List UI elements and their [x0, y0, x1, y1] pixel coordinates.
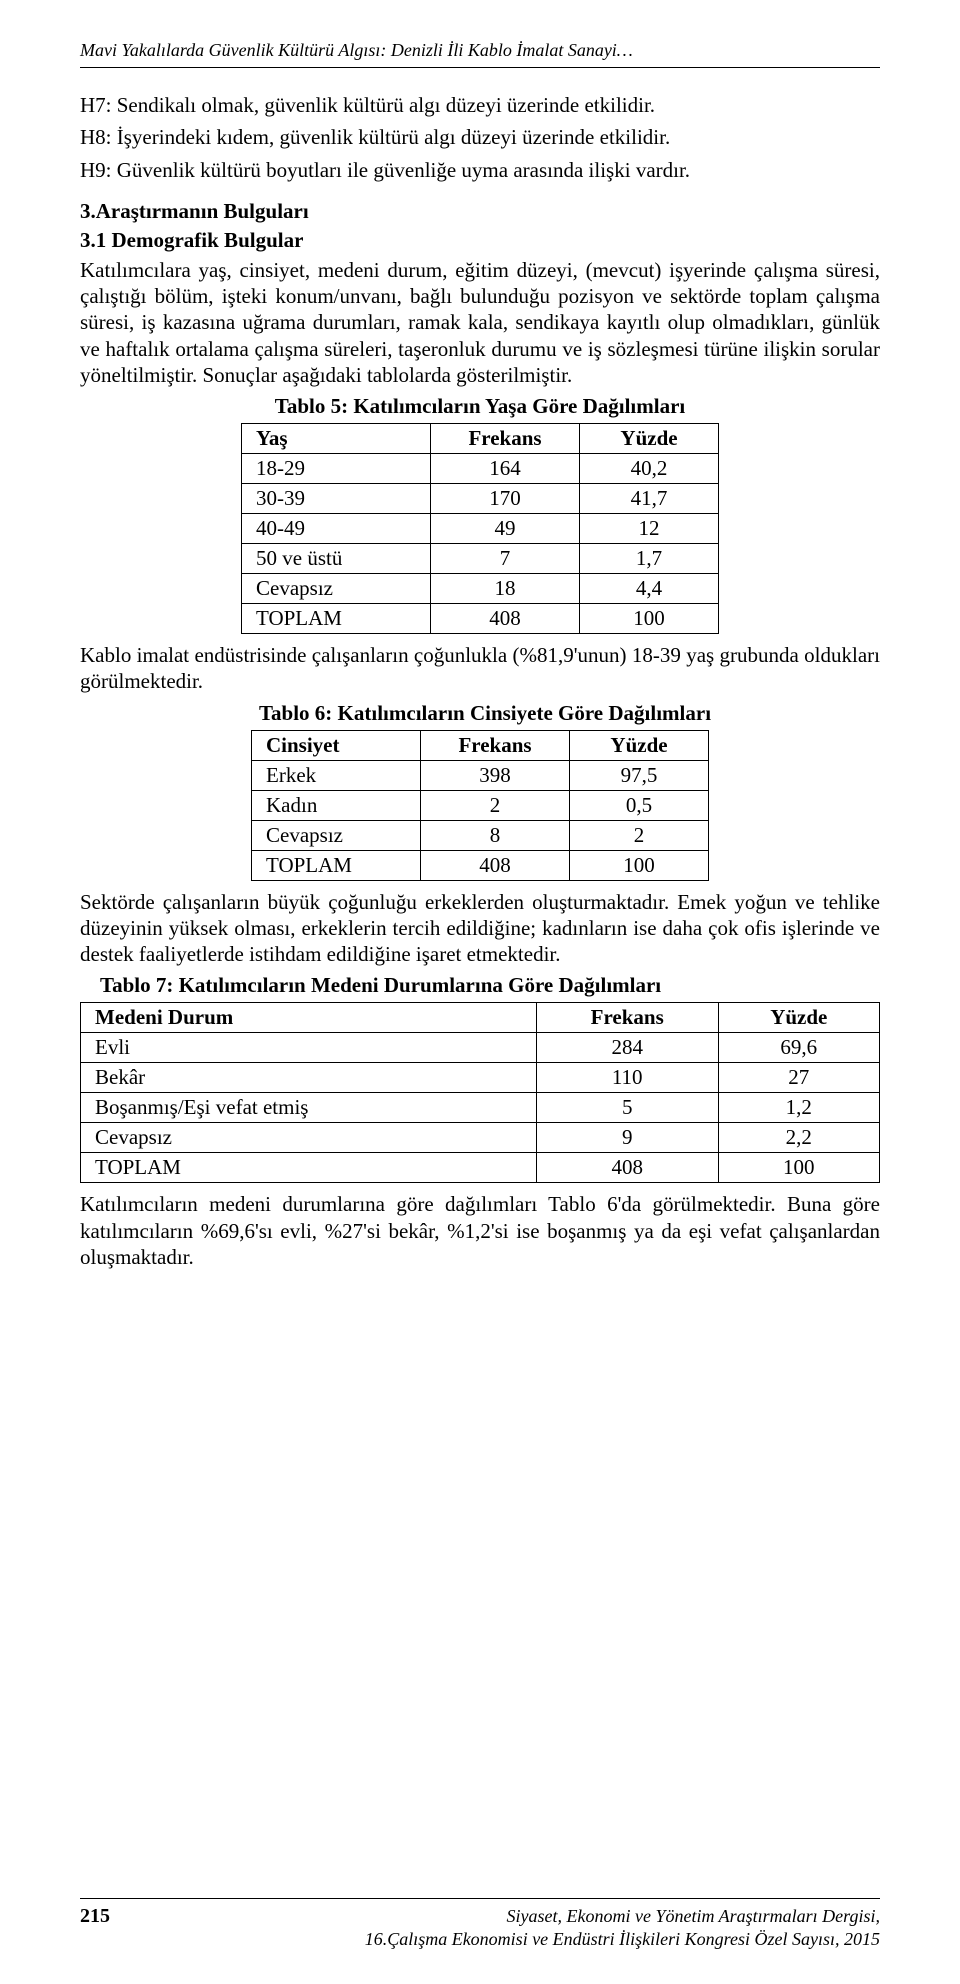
table-cell: 2,2: [718, 1123, 879, 1153]
table-header-cell: Yüzde: [580, 424, 719, 454]
table-cell: 100: [718, 1153, 879, 1183]
footer-rule: [80, 1898, 880, 1899]
table-cell: Cevapsız: [242, 574, 431, 604]
table-cell: 0,5: [570, 790, 709, 820]
document-page: Mavi Yakalılarda Güvenlik Kültürü Algısı…: [0, 0, 960, 1984]
table-cell: 408: [536, 1153, 718, 1183]
header-rule: [80, 67, 880, 68]
table-cell: TOPLAM: [242, 604, 431, 634]
table-row: TOPLAM 408 100: [252, 850, 709, 880]
table-header-cell: Cinsiyet: [252, 730, 421, 760]
table-5: Yaş Frekans Yüzde 18-29 164 40,2 30-39 1…: [241, 423, 719, 634]
table-cell: Cevapsız: [252, 820, 421, 850]
footer-journal-line1: Siyaset, Ekonomi ve Yönetim Araştırmalar…: [507, 1906, 880, 1926]
table-cell: 2: [421, 790, 570, 820]
page-number: 215: [80, 1905, 110, 1950]
section-3-1-title: 3.1 Demografik Bulgular: [80, 228, 880, 253]
table-row: Yaş Frekans Yüzde: [242, 424, 719, 454]
section-3-1-text: Katılımcılara yaş, cinsiyet, medeni duru…: [80, 257, 880, 388]
table-cell: 5: [536, 1093, 718, 1123]
table-row: Boşanmış/Eşi vefat etmiş 5 1,2: [81, 1093, 880, 1123]
footer-journal: Siyaset, Ekonomi ve Yönetim Araştırmalar…: [365, 1905, 880, 1950]
table-row: 30-39 170 41,7: [242, 484, 719, 514]
table-cell: 40,2: [580, 454, 719, 484]
table-header-cell: Frekans: [536, 1003, 718, 1033]
table-cell: 40-49: [242, 514, 431, 544]
table-cell: 12: [580, 514, 719, 544]
table-cell: 100: [570, 850, 709, 880]
table-header-cell: Frekans: [431, 424, 580, 454]
table-cell: 170: [431, 484, 580, 514]
table-7: Medeni Durum Frekans Yüzde Evli 284 69,6…: [80, 1002, 880, 1183]
table-cell: Evli: [81, 1033, 537, 1063]
table-cell: 30-39: [242, 484, 431, 514]
table-cell: 7: [431, 544, 580, 574]
table-row: TOPLAM 408 100: [242, 604, 719, 634]
table-cell: Bekâr: [81, 1063, 537, 1093]
table-header-cell: Yüzde: [570, 730, 709, 760]
table-6: Cinsiyet Frekans Yüzde Erkek 398 97,5 Ka…: [251, 730, 709, 881]
table-row: Evli 284 69,6: [81, 1033, 880, 1063]
table-cell: TOPLAM: [252, 850, 421, 880]
table-row: 40-49 49 12: [242, 514, 719, 544]
paragraph-after-table-7: Katılımcıların medeni durumlarına göre d…: [80, 1191, 880, 1270]
table-header-cell: Frekans: [421, 730, 570, 760]
table-cell: Erkek: [252, 760, 421, 790]
table-cell: 18: [431, 574, 580, 604]
table-row: Cevapsız 8 2: [252, 820, 709, 850]
hypothesis-h8: H8: İşyerindeki kıdem, güvenlik kültürü …: [80, 124, 880, 150]
table-cell: 100: [580, 604, 719, 634]
footer-row: 215 Siyaset, Ekonomi ve Yönetim Araştırm…: [80, 1905, 880, 1950]
table-cell: 9: [536, 1123, 718, 1153]
table-cell: 49: [431, 514, 580, 544]
table-cell: 97,5: [570, 760, 709, 790]
table-row: Cevapsız 9 2,2: [81, 1123, 880, 1153]
table-header-cell: Yüzde: [718, 1003, 879, 1033]
table-cell: 284: [536, 1033, 718, 1063]
table-cell: 110: [536, 1063, 718, 1093]
table-cell: 398: [421, 760, 570, 790]
table-cell: 69,6: [718, 1033, 879, 1063]
hypothesis-h9: H9: Güvenlik kültürü boyutları ile güven…: [80, 157, 880, 183]
table-row: 50 ve üstü 7 1,7: [242, 544, 719, 574]
table-cell: 8: [421, 820, 570, 850]
table-row: TOPLAM 408 100: [81, 1153, 880, 1183]
table-cell: TOPLAM: [81, 1153, 537, 1183]
table-cell: 50 ve üstü: [242, 544, 431, 574]
table-7-title: Tablo 7: Katılımcıların Medeni Durumları…: [100, 973, 880, 998]
table-cell: 164: [431, 454, 580, 484]
table-row: 18-29 164 40,2: [242, 454, 719, 484]
hypothesis-h7: H7: Sendikalı olmak, güvenlik kültürü al…: [80, 92, 880, 118]
table-cell: 1,7: [580, 544, 719, 574]
table-cell: 41,7: [580, 484, 719, 514]
running-header: Mavi Yakalılarda Güvenlik Kültürü Algısı…: [80, 40, 880, 61]
table-row: Cevapsız 18 4,4: [242, 574, 719, 604]
table-header-cell: Medeni Durum: [81, 1003, 537, 1033]
table-row: Bekâr 110 27: [81, 1063, 880, 1093]
table-cell: 1,2: [718, 1093, 879, 1123]
paragraph-after-table-6: Sektörde çalışanların büyük çoğunluğu er…: [80, 889, 880, 968]
table-row: Kadın 2 0,5: [252, 790, 709, 820]
page-footer: 215 Siyaset, Ekonomi ve Yönetim Araştırm…: [80, 1898, 880, 1950]
table-cell: 2: [570, 820, 709, 850]
table-row: Erkek 398 97,5: [252, 760, 709, 790]
table-row: Medeni Durum Frekans Yüzde: [81, 1003, 880, 1033]
footer-journal-line2: 16.Çalışma Ekonomisi ve Endüstri İlişkil…: [365, 1929, 880, 1949]
table-6-title: Tablo 6: Katılımcıların Cinsiyete Göre D…: [80, 701, 880, 726]
table-header-cell: Yaş: [242, 424, 431, 454]
table-cell: Kadın: [252, 790, 421, 820]
table-cell: 408: [431, 604, 580, 634]
table-cell: 18-29: [242, 454, 431, 484]
table-cell: 408: [421, 850, 570, 880]
table-cell: Boşanmış/Eşi vefat etmiş: [81, 1093, 537, 1123]
table-5-title: Tablo 5: Katılımcıların Yaşa Göre Dağılı…: [80, 394, 880, 419]
paragraph-after-table-5: Kablo imalat endüstrisinde çalışanların …: [80, 642, 880, 695]
table-cell: Cevapsız: [81, 1123, 537, 1153]
table-row: Cinsiyet Frekans Yüzde: [252, 730, 709, 760]
section-3-title: 3.Araştırmanın Bulguları: [80, 199, 880, 224]
table-cell: 4,4: [580, 574, 719, 604]
table-cell: 27: [718, 1063, 879, 1093]
